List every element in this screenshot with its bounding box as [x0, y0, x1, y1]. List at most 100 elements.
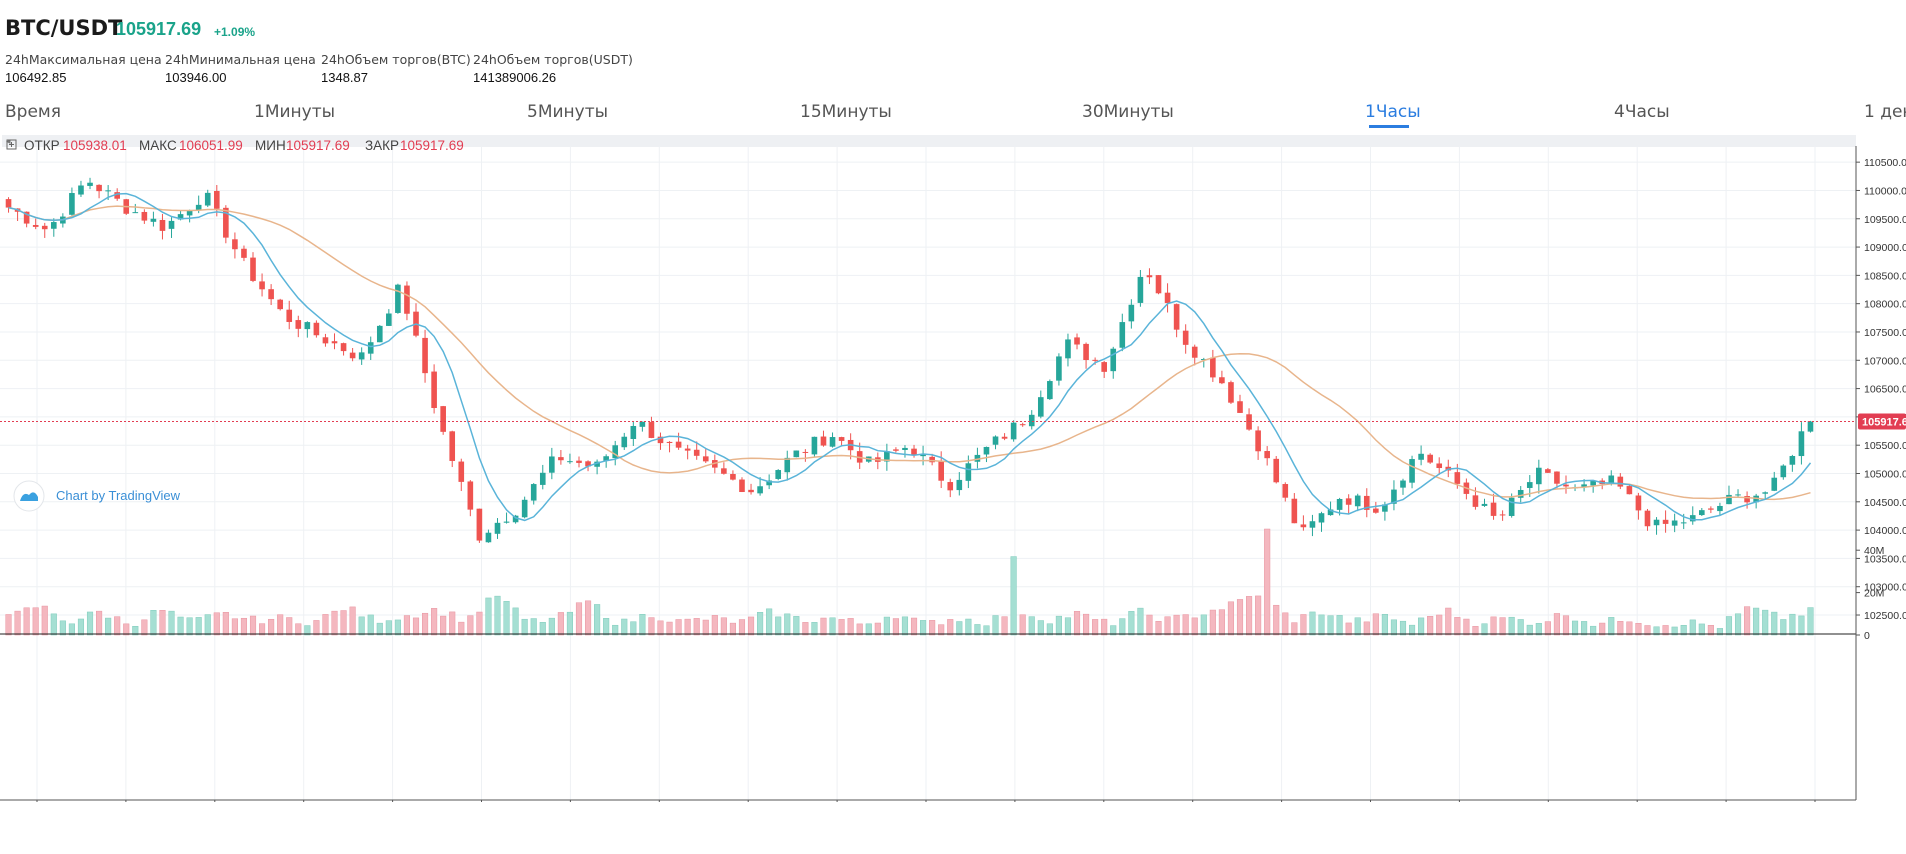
candle-body [1798, 431, 1805, 457]
candle-body [820, 436, 827, 446]
candle-body [1735, 494, 1741, 496]
tab-15-minutes[interactable]: 15Минуты [800, 102, 892, 122]
volume-bar [1427, 616, 1434, 636]
tab-1-day[interactable]: 1 ден [1864, 102, 1906, 122]
price-chart[interactable]: 110500.00 110000.00 109500.00 109000.00 1085… [0, 134, 1906, 802]
tab-1-minute[interactable]: 1Минуты [254, 102, 336, 122]
volume-bar [1218, 609, 1225, 636]
candle-body [1699, 510, 1705, 516]
price-axis-label: 105500.00 [1864, 440, 1906, 452]
volume-bar [738, 619, 746, 636]
tradingview-watermark[interactable]: Chart by TradingView [13, 480, 181, 512]
volume-bar [1626, 621, 1633, 636]
candle-body [1771, 477, 1778, 491]
candle-body [114, 192, 120, 199]
candle-body [530, 484, 537, 501]
volume-bar [802, 622, 809, 636]
candle-body [23, 211, 30, 224]
price-axis-label: 109500.00 [1864, 214, 1906, 226]
volume-bar [1499, 617, 1506, 636]
interval-tabs: Время 1Минуты 5Минуты 15Минуты 30Минуты … [0, 100, 1906, 132]
volume-bar [114, 616, 121, 636]
candle-body [1608, 475, 1615, 484]
candle-body [277, 299, 283, 310]
tab-1-hour[interactable]: 1Часы [1365, 102, 1421, 122]
volume-bar [1255, 595, 1262, 636]
candle-body [1101, 362, 1107, 372]
candle-body [1200, 359, 1207, 361]
candle-body [1164, 292, 1171, 304]
volume-bar [1617, 621, 1624, 636]
volume-bar [965, 618, 972, 636]
volume-bar [467, 615, 474, 636]
volume-bar [1336, 615, 1343, 636]
toolbar-collapse-strip[interactable]: ◂ [2, 135, 1856, 147]
candle-body [1056, 356, 1062, 381]
volume-bar [630, 621, 637, 636]
candle-body [349, 352, 356, 359]
candle-body [1291, 498, 1298, 524]
volume-bar [1789, 613, 1796, 636]
candle-body [1282, 484, 1289, 498]
volume-bar [1436, 614, 1443, 636]
volume-bar [422, 612, 429, 636]
tab-5-minutes[interactable]: 5Минуты [527, 102, 609, 122]
candle-body [295, 320, 302, 329]
volume-bar [141, 619, 148, 636]
candle-body [1210, 357, 1216, 378]
time-axis[interactable]: 12:001112:001212:001312:001412:001512:00… [23, 800, 1829, 802]
tab-30-minutes[interactable]: 30Минуты [1082, 102, 1174, 122]
price-axis-label: 107000.00 [1864, 355, 1906, 367]
volume-bar [1571, 620, 1579, 636]
volume-bar [512, 607, 519, 636]
candle-body [1762, 492, 1769, 494]
volume-bar [1698, 623, 1705, 636]
volume-bar [168, 610, 175, 636]
volume-bar [711, 615, 718, 636]
volume-bar [603, 618, 610, 636]
chevron-left-icon[interactable]: ◂ [6, 136, 11, 146]
legend-toggle-icon[interactable] [6, 139, 17, 150]
watermark-text: Chart by TradingView [56, 488, 181, 503]
candle-body [1137, 276, 1144, 303]
volume-bar [1734, 613, 1742, 636]
volume-bar [77, 618, 85, 636]
volume-bar [1544, 621, 1551, 636]
volume-bar [539, 622, 546, 636]
volume-bar [820, 617, 827, 636]
stat-24h-high: 24hМаксимальная цена 106492.85 [5, 52, 162, 85]
volume-bar [1508, 616, 1515, 636]
candle-body [1309, 521, 1316, 528]
volume-bar [1164, 616, 1171, 636]
candle-body [1001, 436, 1008, 439]
volume-bar [1191, 617, 1198, 636]
stat-24h-low: 24hМинимальная цена 103946.00 [165, 52, 316, 85]
chart-grid [0, 146, 1856, 800]
volume-bar [639, 614, 646, 636]
volume-bar [1490, 616, 1497, 636]
volume-bar [766, 608, 773, 636]
volume-bar [394, 619, 401, 636]
volume-bar [1399, 620, 1407, 636]
candle-body [395, 284, 401, 313]
legend-close-label: ЗАКР [365, 138, 399, 153]
candle-body [286, 309, 293, 322]
volume-axis[interactable]: 40M 20M 0 [1856, 545, 1884, 642]
volume-bar [1083, 613, 1090, 636]
volume-bar [1019, 614, 1026, 636]
moving-average-slow [8, 205, 1811, 501]
volume-bar [259, 623, 266, 636]
candle-body [367, 342, 374, 354]
tab-4-hours[interactable]: 4Часы [1614, 102, 1670, 122]
tab-time[interactable]: Время [5, 102, 61, 122]
candle-body [938, 460, 944, 481]
volume-bar [865, 623, 872, 636]
candle-body [1554, 471, 1560, 484]
candle-body [757, 486, 763, 494]
volume-bar [1454, 617, 1461, 636]
volume-bar [1725, 616, 1733, 636]
candle-body [893, 449, 899, 451]
volume-bar [1354, 617, 1361, 636]
volume-bar [1553, 613, 1560, 636]
stat-value: 106492.85 [5, 70, 67, 85]
